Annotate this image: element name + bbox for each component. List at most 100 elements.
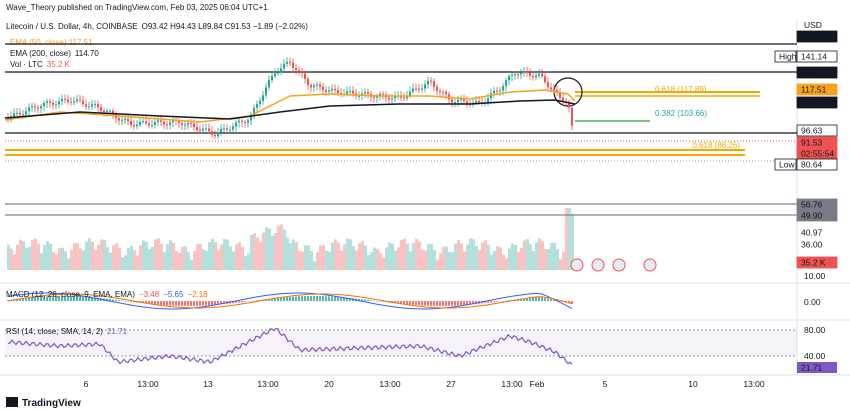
- candle-body: [133, 124, 135, 127]
- volume-bar: [460, 243, 463, 270]
- candle-body: [427, 80, 429, 85]
- candle-body: [487, 98, 489, 103]
- price-label-p117[interactable]: 117.51: [796, 83, 838, 96]
- candle-body: [211, 131, 213, 135]
- candle-body: [34, 106, 36, 108]
- time-axis-label: 5: [603, 379, 608, 389]
- volume-bar: [220, 244, 223, 270]
- volume-bar: [496, 246, 499, 270]
- price-label-timer[interactable]: 02:55:54: [796, 147, 838, 160]
- volume-bar: [199, 243, 202, 270]
- volume-bar: [304, 245, 307, 270]
- volume-value: 35.2 K: [47, 60, 71, 69]
- volume-bar: [358, 243, 361, 270]
- price-label-p147[interactable]: 147.22: [796, 30, 838, 43]
- macd-histogram-bar: [190, 301, 192, 306]
- candle-body: [142, 121, 144, 123]
- volume-bar: [25, 248, 28, 270]
- price-label-p114[interactable]: 114.70: [796, 96, 838, 109]
- price-label-vol[interactable]: 35.2 K: [796, 256, 838, 269]
- price-label-p56[interactable]: 56.76: [796, 198, 838, 211]
- candle-body: [436, 86, 438, 91]
- macd-histogram-bar: [127, 301, 129, 302]
- price-axis-labels[interactable]: 147.22 High 141.14 131.52 117.51 114.70 96.63 9…: [774, 30, 838, 269]
- candle-body: [502, 86, 504, 91]
- price-label-p80[interactable]: 80.64: [796, 158, 838, 171]
- us-flag-icon[interactable]: [612, 258, 626, 272]
- candle-body: [19, 112, 21, 115]
- time-axis-label: 13:00: [501, 379, 523, 389]
- ema50-line[interactable]: [4, 89, 576, 123]
- price-label-high[interactable]: High: [774, 50, 797, 63]
- volume-bar: [262, 232, 265, 270]
- candle-body: [70, 101, 72, 103]
- candle-body: [253, 107, 255, 115]
- macd-histogram-bar: [142, 301, 144, 304]
- rsi-value-label[interactable]: 21.71: [797, 362, 837, 373]
- macd-axis-0: 0.00: [804, 297, 821, 307]
- price-label-low[interactable]: Low: [774, 158, 797, 171]
- price-label-p40[interactable]: 40.97: [801, 228, 823, 238]
- macd-histogram-bar: [544, 297, 546, 301]
- price-label-p141[interactable]: 141.14: [796, 50, 838, 63]
- candle-body: [388, 97, 390, 100]
- volume-bar: [46, 241, 49, 270]
- candlestick-series[interactable]: [7, 57, 573, 140]
- candle-body: [91, 104, 93, 107]
- candle-body: [523, 70, 525, 73]
- rsi-axis-value: 21.71: [801, 363, 823, 373]
- volume-bar: [127, 247, 130, 270]
- macd-histogram-bar: [328, 296, 330, 301]
- candle-body: [76, 99, 78, 102]
- macd-histogram-bar: [427, 301, 429, 306]
- macd-histogram-bar: [271, 298, 273, 301]
- macd-histogram-bar: [208, 301, 210, 306]
- volume-bar: [16, 244, 19, 270]
- macd-histogram-bar: [238, 301, 240, 303]
- currency-label[interactable]: USD: [804, 20, 822, 30]
- price-label-p96[interactable]: 96.63: [796, 124, 838, 137]
- rsi-legend: RSI (14, close, SMA, 14, 2) 21.71: [6, 327, 128, 336]
- volume-bar: [355, 250, 358, 270]
- price-label-p91[interactable]: 91.53: [796, 136, 838, 149]
- candle-body: [121, 119, 123, 121]
- us-flag-icon[interactable]: [591, 258, 605, 272]
- us-flag-icon[interactable]: [570, 258, 584, 272]
- time-axis[interactable]: 6 13:00 13 13:00 20 13:00 27 13:00 Feb 5 10 13:00: [84, 379, 765, 389]
- macd-histogram-bar: [382, 301, 384, 302]
- volume-bar: [406, 243, 409, 270]
- macd-pane[interactable]: [7, 292, 573, 310]
- fib-618-top-label: 0.618 (117.89): [655, 85, 707, 94]
- volume-bar: [70, 249, 73, 270]
- macd-histogram-bar: [460, 301, 462, 306]
- volume-bar: [187, 252, 190, 270]
- candle-body: [499, 90, 501, 92]
- candle-body: [25, 111, 27, 115]
- macd-histogram-bar: [181, 301, 183, 306]
- volume-bar: [52, 252, 55, 270]
- us-flag-icon[interactable]: [643, 258, 657, 272]
- ema200-line[interactable]: [4, 99, 576, 120]
- volume-bar: [64, 251, 67, 270]
- macd-histogram-bar: [91, 297, 93, 301]
- candle-body: [265, 87, 267, 96]
- volume-bar: [139, 245, 142, 270]
- price-label-p36[interactable]: 36.00: [801, 240, 823, 250]
- price-label-p131[interactable]: 131.52: [796, 66, 838, 79]
- macd-histogram-bar: [124, 300, 126, 302]
- candle-body: [241, 120, 243, 123]
- tradingview-logo[interactable]: TradingView: [6, 397, 81, 409]
- price-label-p49[interactable]: 49.90: [796, 209, 838, 222]
- rsi-pane[interactable]: 21.71: [5, 327, 837, 374]
- candle-body: [52, 102, 54, 105]
- volume-bar: [331, 242, 334, 270]
- volume-bar: [223, 238, 226, 270]
- candle-body: [118, 118, 120, 121]
- volume-bar: [274, 233, 277, 270]
- macd-histogram-bar: [373, 300, 375, 302]
- event-flags[interactable]: [570, 258, 657, 272]
- price-label-text: High: [779, 52, 797, 62]
- volume-bar: [367, 255, 370, 270]
- macd-histogram-bar: [346, 297, 348, 301]
